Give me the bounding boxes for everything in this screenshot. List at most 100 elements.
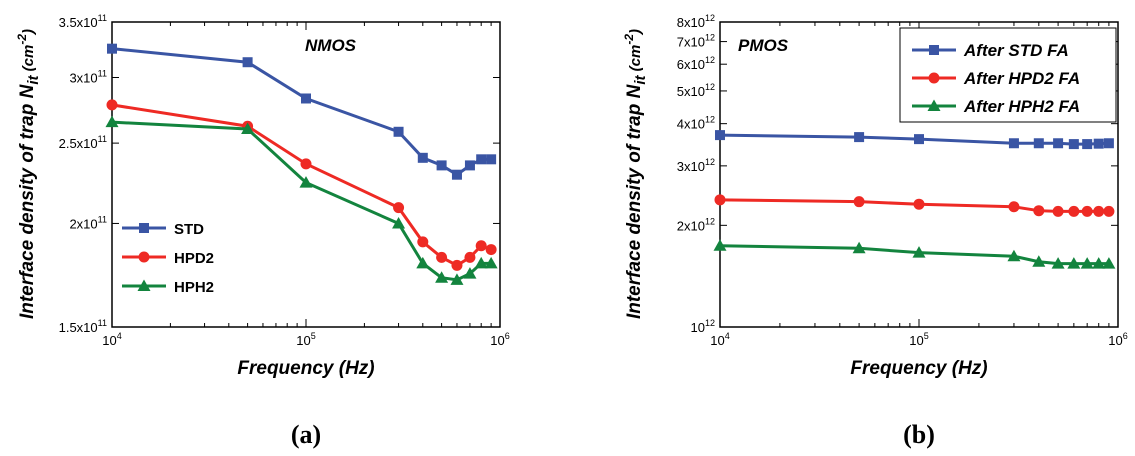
data-point: [1067, 257, 1081, 269]
data-point: [1103, 205, 1115, 217]
data-point: [300, 158, 312, 170]
data-point: [913, 198, 925, 210]
data-point: [1080, 257, 1094, 269]
data-point: [393, 126, 404, 137]
data-point: [393, 202, 405, 214]
legend-swatch-marker: [927, 99, 941, 111]
data-point: [417, 152, 428, 163]
data-point: [1008, 138, 1019, 149]
data-point: [1081, 205, 1093, 217]
series-line: [719, 133, 1109, 146]
data-point: [714, 194, 726, 206]
legend-swatch-marker: [139, 223, 149, 233]
series-line: [111, 47, 492, 177]
chart-pmos: 1012 2x1012 3x1012 4x1012 5x1012 6x1012 7x1012…: [622, 13, 1128, 379]
data-point: [436, 160, 447, 171]
data-point: [484, 256, 498, 269]
data-point: [299, 176, 313, 188]
data-point: [1093, 138, 1104, 149]
data-point: [914, 134, 924, 145]
y-tick-label: 7x1012: [677, 33, 715, 50]
series-line: [719, 198, 1109, 213]
legend-label: After HPH2 FA: [963, 97, 1080, 116]
data-point: [463, 267, 477, 279]
data-point: [105, 115, 119, 128]
x-tick-label: 104: [710, 331, 729, 348]
data-point: [1092, 257, 1106, 269]
y-tick-label: 2x1012: [677, 216, 715, 233]
caption-a: (a): [291, 420, 321, 449]
legend-swatch-marker: [928, 72, 940, 84]
data-point: [242, 57, 253, 68]
data-point: [1103, 138, 1114, 149]
data-point: [436, 251, 448, 263]
x-tick-label: 106: [490, 331, 509, 348]
data-point: [451, 259, 463, 271]
y-tick-label: 2.5x1011: [59, 134, 107, 151]
data-point: [1093, 205, 1105, 217]
legend-label: After HPD2 FA: [963, 69, 1080, 88]
series-line: [111, 103, 492, 268]
data-point: [241, 122, 255, 135]
data-point: [853, 196, 865, 208]
plot-frame: [111, 21, 501, 328]
x-tick-label: 105: [296, 331, 315, 348]
y-tick-label: 8x1012: [677, 13, 715, 30]
data-point: [485, 244, 497, 256]
y-tick-label: 3x1011: [69, 68, 107, 85]
data-point: [1068, 205, 1080, 217]
y-tick-label: 3.5x1011: [59, 13, 107, 30]
x-axis-label: Frequency (Hz): [850, 358, 987, 379]
legend: After STD FA After HPD2 FA After HPH2 FA: [899, 27, 1117, 123]
data-point: [392, 216, 406, 229]
data-point: [1051, 257, 1065, 269]
legend-swatch-marker: [137, 279, 151, 291]
data-point: [475, 240, 487, 252]
data-point: [450, 273, 464, 285]
series-line: [111, 120, 492, 282]
legend-swatch-marker: [929, 45, 939, 55]
data-point: [474, 256, 488, 269]
legend-swatch-marker: [138, 251, 150, 263]
data-point: [1052, 205, 1064, 217]
chart-title: NMOS: [305, 36, 357, 55]
data-point: [464, 160, 475, 171]
data-point: [435, 271, 449, 283]
legend-label: After STD FA: [963, 41, 1069, 60]
data-point: [1007, 249, 1021, 262]
legend-label: HPH2: [174, 279, 214, 296]
y-tick-label: 5x1012: [677, 82, 715, 99]
data-point: [1033, 138, 1044, 149]
data-point: [1008, 201, 1020, 213]
data-point: [417, 236, 429, 248]
caption-b: (b): [903, 420, 935, 449]
series-line: [719, 244, 1109, 266]
data-point: [1053, 138, 1064, 149]
data-point: [715, 130, 725, 141]
data-point: [1102, 257, 1116, 269]
data-point: [301, 93, 311, 104]
x-tick-label: 104: [102, 331, 121, 348]
legend: STD HPD2 HPH2: [122, 221, 214, 296]
y-tick-label: 1.5x1011: [59, 318, 107, 335]
data-point: [1082, 139, 1093, 150]
x-tick-label: 106: [1108, 331, 1127, 348]
y-tick-label: 3x1012: [677, 157, 715, 174]
y-tick-label: 1012: [691, 318, 715, 335]
x-tick-label: 105: [909, 331, 928, 348]
data-point: [107, 43, 117, 54]
data-point: [912, 246, 926, 258]
y-tick-label: 6x1012: [677, 55, 715, 72]
legend-label: STD: [174, 221, 204, 238]
data-point: [852, 241, 866, 254]
chart-title: PMOS: [738, 36, 789, 55]
legend-label: HPD2: [174, 250, 214, 267]
data-point: [1032, 255, 1046, 267]
y-tick-label: 2x1011: [69, 214, 107, 231]
y-axis-label: Interface density of trap Nit (cm-2): [15, 29, 42, 319]
data-point: [854, 132, 865, 143]
data-point: [713, 239, 727, 251]
data-point: [486, 154, 497, 165]
data-point: [106, 99, 118, 111]
